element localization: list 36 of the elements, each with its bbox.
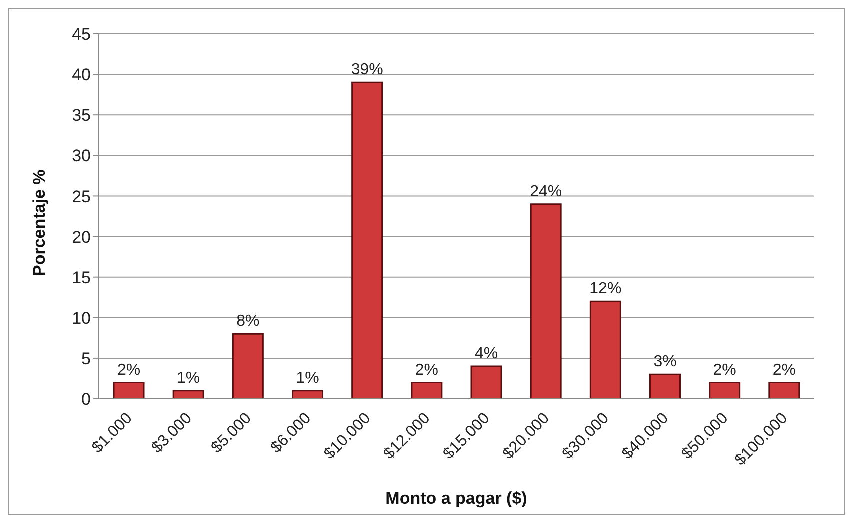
bar bbox=[590, 300, 622, 399]
bar bbox=[113, 382, 145, 399]
y-tick-label: 5 bbox=[82, 349, 91, 368]
bar bbox=[650, 374, 681, 399]
data-label: 24% bbox=[530, 183, 562, 200]
bar bbox=[232, 333, 264, 399]
y-tick-label: 25 bbox=[72, 187, 91, 206]
y-tick-label: 45 bbox=[72, 25, 91, 44]
data-label: 2% bbox=[117, 362, 141, 379]
bar bbox=[292, 390, 324, 399]
y-tick-label: 35 bbox=[72, 106, 91, 126]
data-label: 8% bbox=[236, 313, 260, 330]
data-label: 2% bbox=[415, 362, 438, 379]
data-label: 2% bbox=[713, 362, 736, 379]
bar bbox=[411, 382, 443, 399]
bar bbox=[768, 382, 800, 399]
y-tick-label: 0 bbox=[82, 390, 91, 410]
data-label: 1% bbox=[296, 370, 320, 387]
data-label: 2% bbox=[772, 362, 796, 379]
y-tick-label: 15 bbox=[72, 268, 91, 288]
data-label: 12% bbox=[590, 280, 622, 298]
y-tick-label: 10 bbox=[72, 308, 91, 328]
y-axis-title: Porcentaje % bbox=[30, 170, 50, 276]
bar bbox=[530, 204, 562, 399]
y-tick-label: 40 bbox=[72, 66, 91, 85]
data-label: 3% bbox=[654, 354, 677, 371]
data-label: 39% bbox=[351, 62, 384, 79]
x-axis-title: Monto a pagar ($) bbox=[386, 489, 528, 508]
bar bbox=[470, 366, 502, 399]
bar bbox=[172, 390, 204, 399]
data-label: 4% bbox=[474, 346, 498, 363]
bar bbox=[352, 82, 384, 399]
y-tick-label: 30 bbox=[72, 146, 91, 166]
bar bbox=[709, 382, 741, 399]
y-tick-label: 20 bbox=[72, 228, 91, 247]
data-label: 1% bbox=[177, 370, 200, 387]
